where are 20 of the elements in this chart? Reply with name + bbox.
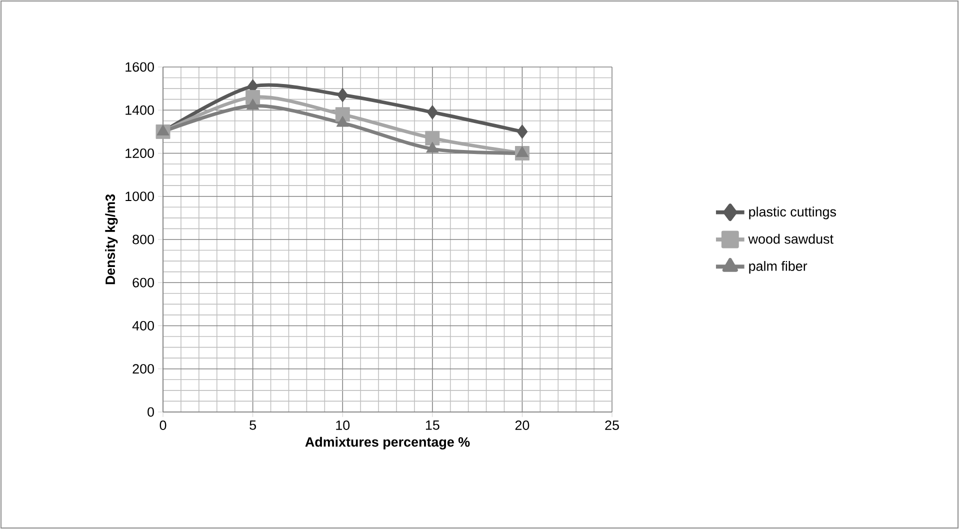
- x-tick-label: 15: [426, 420, 440, 430]
- y-tick-label: 1600: [126, 62, 154, 72]
- x-tick-label: 10: [336, 420, 350, 430]
- x-axis-title: Admixtures percentage %: [305, 436, 470, 450]
- y-tick-label: 600: [132, 278, 154, 288]
- y-tick-label: 0: [148, 407, 154, 417]
- x-tick-label: 20: [515, 420, 530, 430]
- legend-label: palm fiber: [749, 261, 808, 274]
- y-tick-label: 1400: [126, 105, 154, 115]
- legend-label: wood sawdust: [748, 234, 834, 244]
- y-tick-label: 800: [132, 234, 154, 244]
- x-tick-label: 25: [605, 420, 619, 430]
- y-tick-label: 200: [132, 364, 154, 374]
- x-tick-label: 0: [160, 420, 166, 430]
- x-tick-label: 5: [250, 420, 256, 430]
- y-tick-label: 1000: [126, 192, 154, 202]
- y-tick-label: 1200: [126, 148, 154, 158]
- y-tick-label: 400: [132, 320, 154, 330]
- legend-label: plastic cuttings: [749, 206, 836, 220]
- y-axis-title: Density kg/m3: [105, 194, 118, 284]
